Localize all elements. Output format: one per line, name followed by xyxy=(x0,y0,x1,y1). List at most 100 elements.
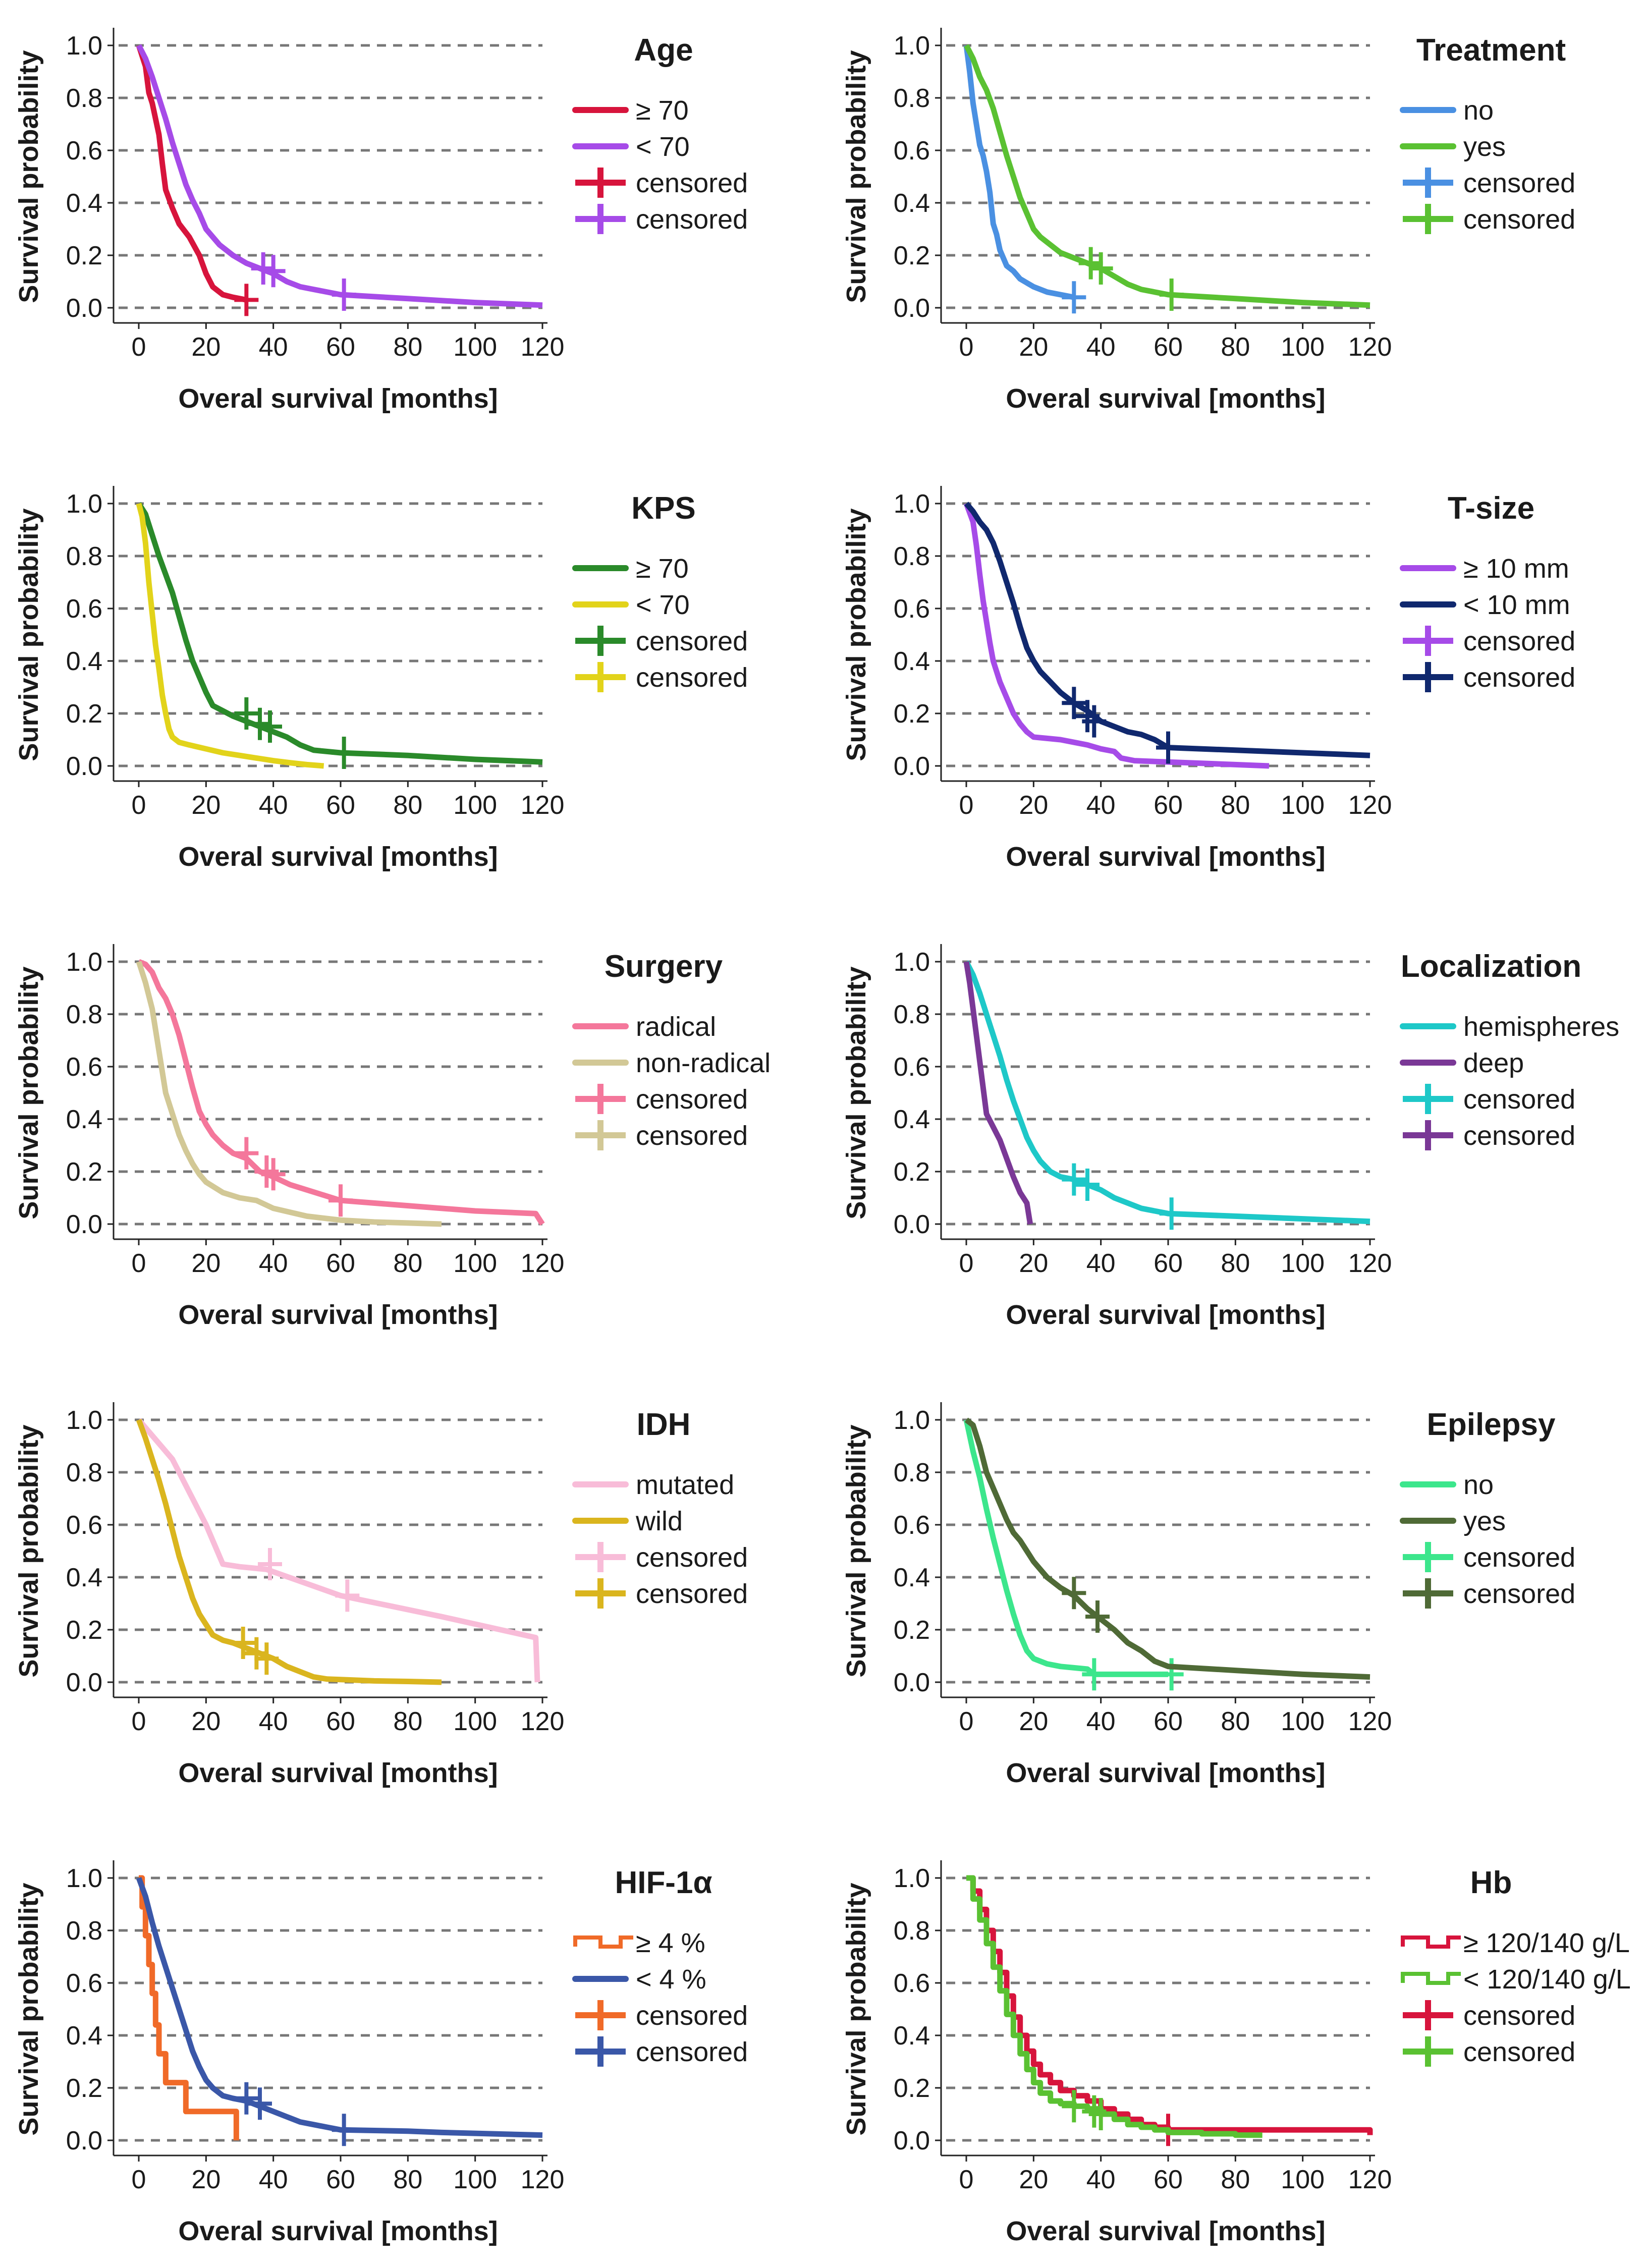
legend-label-censored: censored xyxy=(636,2037,748,2067)
y-tick-label: 0.2 xyxy=(66,1616,102,1645)
censor-mark xyxy=(261,1158,286,1191)
y-tick-label: 1.0 xyxy=(66,489,102,519)
legend-label-censored: censored xyxy=(636,662,748,693)
y-tick-label: 0.8 xyxy=(66,1458,102,1487)
legend-label-radical: radical xyxy=(636,1012,716,1042)
legend-label-censored: censored xyxy=(636,204,748,235)
y-tick-label: 1.0 xyxy=(894,948,930,977)
legend-label-censored: censored xyxy=(1463,1542,1575,1573)
legend-label-censored: censored xyxy=(1463,204,1575,235)
y-tick-label: 0.6 xyxy=(66,1053,102,1082)
survival-curve-70 xyxy=(136,44,543,308)
x-tick-label: 40 xyxy=(1086,333,1116,362)
x-tick-label: 120 xyxy=(1348,333,1392,362)
y-tick-label: 0.6 xyxy=(894,1969,930,1998)
censor-mark xyxy=(1159,279,1184,311)
x-tick-label: 20 xyxy=(1019,1249,1048,1278)
legend-title: Treatment xyxy=(1416,33,1566,68)
y-axis-label: Survival probability xyxy=(14,1424,44,1677)
censor-mark xyxy=(1062,1577,1086,1610)
x-tick-label: 120 xyxy=(1348,1249,1392,1278)
y-tick-label: 0.0 xyxy=(66,294,102,323)
legend-label-censored: censored xyxy=(1463,168,1575,198)
legend-label-censored: censored xyxy=(1463,2001,1575,2031)
x-tick-label: 120 xyxy=(521,1249,565,1278)
censor-mark xyxy=(1159,1658,1184,1691)
censor-mark xyxy=(332,737,356,769)
legend-label-hemispheres: hemispheres xyxy=(1463,1012,1619,1042)
survival-curve-no xyxy=(963,45,1075,300)
y-tick-label: 0.0 xyxy=(66,1210,102,1239)
x-tick-label: 100 xyxy=(1281,791,1325,820)
legend-label-censored: censored xyxy=(1463,1084,1575,1115)
legend-label-120-140-g-l: ≥ 120/140 g/L xyxy=(1463,1928,1630,1958)
km-panel-hb: 0.0 0.2 0.4 0.6 0.8 1.0 0 20 40 60 80 100 120 Surviva… xyxy=(841,1860,1631,2246)
y-tick-label: 0.2 xyxy=(894,2074,930,2103)
x-tick-label: 80 xyxy=(1221,791,1250,820)
censor-mark xyxy=(234,284,259,316)
x-tick-label: 20 xyxy=(1019,333,1048,362)
x-tick-label: 60 xyxy=(326,2165,355,2194)
x-tick-label: 0 xyxy=(132,333,146,362)
y-tick-label: 0.2 xyxy=(66,2074,102,2103)
y-tick-label: 1.0 xyxy=(894,489,930,519)
x-tick-label: 100 xyxy=(1281,2165,1325,2194)
survival-curve-mutated xyxy=(136,1418,540,1683)
legend-label-4: < 4 % xyxy=(636,1964,706,1995)
censor-mark xyxy=(1075,1169,1100,1201)
x-tick-label: 80 xyxy=(393,2165,422,2194)
censor-mark xyxy=(1062,281,1086,314)
y-tick-label: 0.6 xyxy=(894,1053,930,1082)
legend-label-censored: censored xyxy=(636,1121,748,1151)
y-tick-label: 0.6 xyxy=(894,1511,930,1540)
legend-label-deep: deep xyxy=(1463,1048,1524,1078)
y-tick-label: 0.2 xyxy=(894,1616,930,1645)
x-tick-label: 40 xyxy=(259,1249,288,1278)
y-tick-label: 0.6 xyxy=(66,594,102,624)
censor-mark xyxy=(1082,705,1107,738)
y-tick-label: 0.8 xyxy=(66,1916,102,1946)
y-tick-label: 0.0 xyxy=(894,752,930,781)
survival-curve-hemispheres xyxy=(964,960,1370,1225)
legend-title: IDH xyxy=(637,1407,691,1442)
legend-swatch xyxy=(1401,1935,1461,1949)
km-panel-t-size: 0.0 0.2 0.4 0.6 0.8 1.0 0 20 40 60 80 100 120 Surviva… xyxy=(841,486,1575,872)
survival-curve-wild xyxy=(136,1419,442,1685)
x-tick-label: 0 xyxy=(132,2165,146,2194)
legend-label-10-mm: ≥ 10 mm xyxy=(1463,554,1569,584)
legend-label-yes: yes xyxy=(1463,132,1506,162)
x-tick-label: 100 xyxy=(1281,333,1325,362)
x-tick-label: 0 xyxy=(959,333,974,362)
x-tick-label: 0 xyxy=(959,1707,974,1736)
y-tick-label: 1.0 xyxy=(894,1406,930,1435)
legend-label-4: ≥ 4 % xyxy=(636,1928,705,1958)
km-panel-treatment: 0.0 0.2 0.4 0.6 0.8 1.0 0 20 40 60 80 100 120 Surviva… xyxy=(841,28,1575,414)
y-tick-label: 1.0 xyxy=(894,1864,930,1893)
y-axis-label: Survival probability xyxy=(14,966,44,1219)
x-tick-label: 120 xyxy=(521,333,565,362)
y-axis-label: Survival probability xyxy=(14,50,44,303)
x-tick-label: 60 xyxy=(1154,1249,1183,1278)
y-tick-label: 0.4 xyxy=(66,189,102,218)
x-axis-label: Overal survival [months] xyxy=(1006,1758,1325,1788)
x-tick-label: 0 xyxy=(959,1249,974,1278)
x-tick-label: 120 xyxy=(521,2165,565,2194)
legend-title: Surgery xyxy=(605,949,723,984)
y-tick-label: 0.4 xyxy=(66,1105,102,1134)
survival-curve-10-mm xyxy=(964,502,1370,758)
censor-mark xyxy=(1085,1600,1110,1633)
x-tick-label: 120 xyxy=(521,791,565,820)
x-tick-label: 120 xyxy=(1348,2165,1392,2194)
x-axis-label: Overal survival [months] xyxy=(178,383,498,414)
km-panel-idh: 0.0 0.2 0.4 0.6 0.8 1.0 0 20 40 60 80 100 120 Surviva… xyxy=(14,1402,748,1788)
x-tick-label: 20 xyxy=(1019,791,1048,820)
x-tick-label: 40 xyxy=(1086,1707,1116,1736)
x-axis-label: Overal survival [months] xyxy=(178,1300,498,1330)
censor-mark xyxy=(1082,1658,1107,1691)
censor-mark xyxy=(1159,1197,1184,1230)
y-tick-label: 0.8 xyxy=(894,1458,930,1487)
survival-curve-yes xyxy=(964,1417,1370,1680)
legend-title: T-size xyxy=(1448,491,1534,526)
y-tick-label: 0.4 xyxy=(894,1105,930,1134)
legend-label-censored: censored xyxy=(636,626,748,656)
